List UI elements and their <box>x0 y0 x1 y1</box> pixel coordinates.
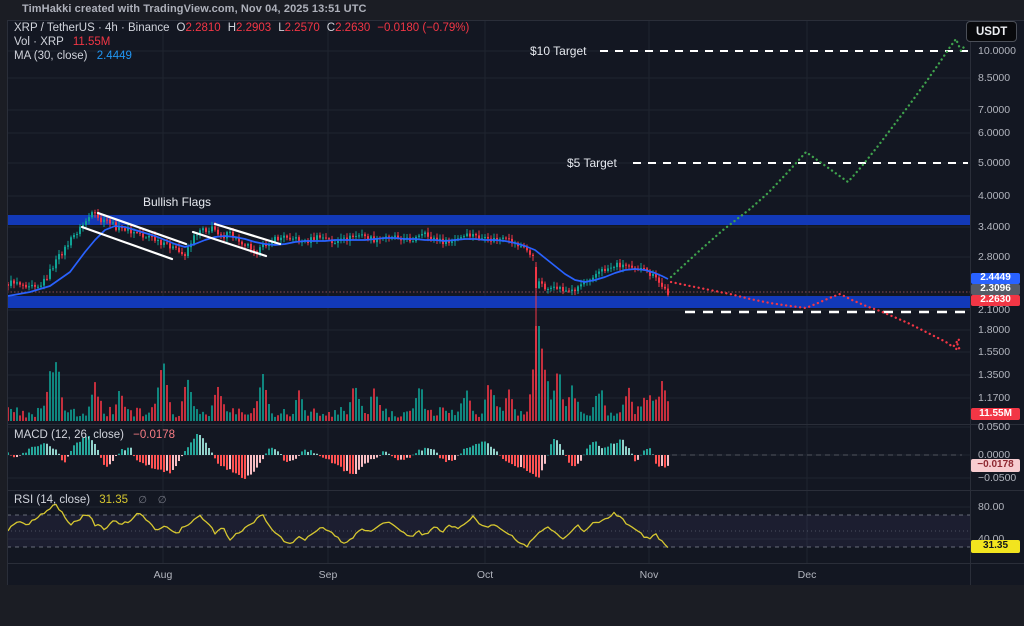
price-badge: 31.35 <box>971 539 1020 553</box>
ohlc-key: O <box>176 22 186 34</box>
time-tick-label: Dec <box>797 569 817 581</box>
price-tick-label: 1.8000 <box>978 324 1011 336</box>
volume-legend-row[interactable]: Vol · XRP 11.55M <box>14 36 110 48</box>
price-tick-label: 2.1000 <box>978 304 1011 316</box>
ohlc-value: 2.2630 <box>335 22 371 34</box>
ohlc-key: C <box>326 22 336 34</box>
price-tick-label: 8.5000 <box>978 72 1011 84</box>
ohlc-key: H <box>227 22 236 34</box>
price-tick-label: 0.0000 <box>978 449 1011 461</box>
ma-line <box>7 225 669 297</box>
price-tick-label: 10.0000 <box>978 45 1016 57</box>
target-10-label[interactable]: $10 Target <box>530 44 587 58</box>
support-resistance-zones <box>7 215 970 308</box>
price-badge: 2.3096 <box>971 283 1020 295</box>
price-tick-label: 1.5500 <box>978 346 1011 358</box>
volume-bars <box>7 326 669 421</box>
rsi-value: 31.35 <box>99 494 129 506</box>
ohlc-value: 2.2570 <box>284 22 320 34</box>
price-tick-label: 0.0500 <box>978 421 1011 433</box>
ohlc-values: O2.2810 H2.2903 L2.2570 C2.2630 <box>170 22 371 34</box>
time-tick-label: Oct <box>476 569 494 581</box>
ohlc-value: 2.2810 <box>185 22 221 34</box>
macd-label: MACD (12, 26, close) <box>14 429 124 441</box>
attribution-bar: TimHakki created with TradingView.com, N… <box>0 0 1024 20</box>
projection-down-dotted <box>669 280 965 353</box>
macd-value: −0.0178 <box>133 429 176 441</box>
price-badge: 11.55M <box>971 408 1020 420</box>
bullish-flags-label[interactable]: Bullish Flags <box>143 195 212 209</box>
ohlc-key: L <box>278 22 285 34</box>
ma-label: MA (30, close) <box>14 50 88 62</box>
target-5-label[interactable]: $5 Target <box>567 156 617 170</box>
time-tick-label: Nov <box>639 569 659 581</box>
attribution-text: TimHakki created with TradingView.com, N… <box>22 3 367 15</box>
price-tick-label: 7.0000 <box>978 104 1011 116</box>
price-tick-label: 1.1700 <box>978 392 1011 404</box>
symbol-legend-row[interactable]: XRP / TetherUS · 4h · Binance O2.2810 H2.2… <box>14 22 469 34</box>
rsi-hidden-icons: ∅ ∅ <box>138 495 171 506</box>
rsi-band <box>7 514 970 548</box>
macd-legend-row[interactable]: MACD (12, 26, close) −0.0178 <box>14 429 175 441</box>
price-tick-label: 6.0000 <box>978 127 1011 139</box>
price-badge: 2.4449 <box>971 272 1020 284</box>
ma-legend-row[interactable]: MA (30, close) 2.4449 <box>14 50 132 62</box>
price-tick-label: −0.0500 <box>978 472 1017 484</box>
price-badge: −0.0178 <box>971 458 1020 472</box>
price-badge: 2.2630 <box>971 294 1020 306</box>
target-dashed-lines <box>600 50 968 314</box>
price-tick-label: 2.8000 <box>978 251 1011 263</box>
price-tick-label: 1.3500 <box>978 369 1011 381</box>
left-margin <box>0 20 7 585</box>
change-value: −0.0180 (−0.79%) <box>377 22 470 34</box>
price-tick-label: 80.00 <box>978 501 1005 513</box>
macd-histogram <box>7 433 669 479</box>
price-tick-label: 4.0000 <box>978 190 1011 202</box>
price-tick-label: 5.0000 <box>978 157 1011 169</box>
bottom-bar: TradingView <box>0 585 1024 626</box>
ma-value: 2.4449 <box>96 50 132 62</box>
ohlc-value: 2.2903 <box>236 22 272 34</box>
candles <box>7 209 669 390</box>
currency-toggle-button[interactable]: USDT <box>966 21 1018 42</box>
price-tick-label: 3.4000 <box>978 221 1011 233</box>
rsi-line <box>7 503 669 549</box>
time-tick-label: Aug <box>153 569 173 581</box>
volume-label: Vol · XRP <box>14 36 64 48</box>
rsi-legend-row[interactable]: RSI (14, close) 31.35 ∅ ∅ <box>14 494 170 506</box>
projection-up-dotted <box>669 36 968 279</box>
symbol-title: XRP / TetherUS · 4h · Binance <box>14 22 170 34</box>
rsi-label: RSI (14, close) <box>14 494 91 506</box>
volume-value: 11.55M <box>72 36 111 48</box>
flag-channel-lines <box>80 211 282 261</box>
time-tick-label: Sep <box>318 569 338 581</box>
